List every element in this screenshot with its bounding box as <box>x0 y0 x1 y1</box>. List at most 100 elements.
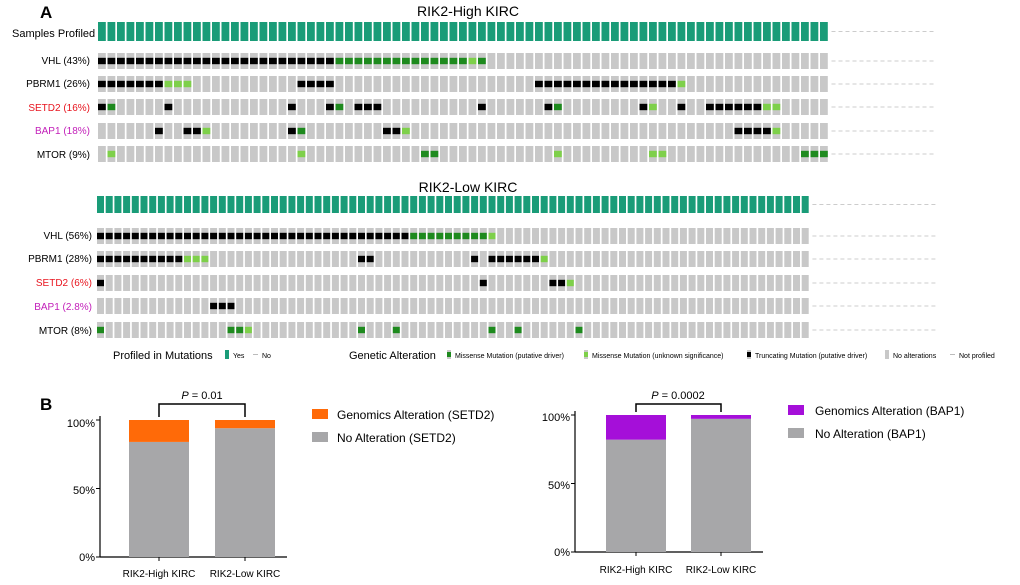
profiled-cell <box>373 22 382 41</box>
truncating-mutation <box>744 127 752 135</box>
profiled-cell <box>253 196 261 213</box>
sample-cell <box>662 251 670 267</box>
missense-driver-mutation <box>297 127 306 135</box>
profiled-cell <box>449 22 458 41</box>
profiled-cell <box>696 22 705 41</box>
profiled-cell <box>775 196 783 213</box>
profiled-cell <box>714 196 722 213</box>
missense-driver-mutation <box>488 326 496 334</box>
sample-cell <box>471 275 479 291</box>
sample-cell <box>307 99 315 115</box>
sample-cell <box>440 76 448 92</box>
sample-cell <box>592 123 600 139</box>
sample-cell <box>126 99 135 115</box>
sample-cell <box>784 322 792 338</box>
profiled-cell <box>753 22 762 41</box>
sample-cell <box>630 123 638 139</box>
legend-profiled-title: Profiled in Mutations <box>113 350 213 362</box>
sample-cell <box>105 298 113 314</box>
sample-cell <box>231 99 239 115</box>
truncating-mutation <box>155 57 163 65</box>
sample-cell <box>696 146 705 162</box>
profiled-cell <box>174 22 182 41</box>
truncating-mutation <box>592 80 600 88</box>
sample-cell <box>326 146 334 162</box>
profiled-cell <box>262 196 270 213</box>
sample-cell <box>740 298 748 314</box>
sample-cell <box>758 275 766 291</box>
truncating-mutation <box>383 127 391 135</box>
truncating-mutation <box>763 127 771 135</box>
truncating-mutation <box>297 80 306 88</box>
truncating-mutation <box>117 80 125 88</box>
sample-cell <box>636 275 644 291</box>
sample-cell <box>671 322 679 338</box>
sample-cell <box>766 275 774 291</box>
sample-cell <box>140 298 148 314</box>
sample-cell <box>514 275 522 291</box>
sample-cell <box>383 76 391 92</box>
profiled-cell <box>184 196 191 213</box>
sample-cell <box>782 146 790 162</box>
xtick-label: RIK2-High KIRC <box>123 569 196 580</box>
sample-cell <box>421 99 429 115</box>
truncating-mutation <box>105 255 113 263</box>
sample-cell <box>497 322 505 338</box>
truncating-mutation <box>210 302 218 310</box>
profiled-cell <box>630 22 638 41</box>
sample-cell <box>575 298 583 314</box>
missense-unknown-mutation <box>772 127 781 135</box>
sample-cell <box>345 146 353 162</box>
sample-cell <box>697 275 705 291</box>
truncating-mutation <box>620 80 629 88</box>
missense-unknown-mutation <box>554 150 562 158</box>
truncating-mutation <box>212 57 220 65</box>
sample-cell <box>611 146 619 162</box>
sample-cell <box>202 76 211 92</box>
sample-cell <box>364 76 372 92</box>
sample-cell <box>218 322 226 338</box>
profiled-cell <box>627 196 635 213</box>
sample-cell <box>575 275 583 291</box>
sample-cell <box>340 322 348 338</box>
profiled-cell <box>307 22 315 41</box>
missense-driver-mutation <box>402 57 410 65</box>
truncating-mutation <box>278 57 287 65</box>
sample-cell <box>627 251 635 267</box>
truncating-mutation <box>630 80 638 88</box>
sample-cell <box>653 251 661 267</box>
sample-cell <box>487 146 496 162</box>
profiled-cell <box>573 22 581 41</box>
sample-cell <box>145 123 154 139</box>
truncating-mutation <box>126 80 135 88</box>
gene-label-high-pbrm1: PBRM1 (26%) <box>26 79 90 90</box>
profiled-cell <box>723 196 731 213</box>
profiled-cell <box>820 22 828 41</box>
sample-cell <box>468 123 477 139</box>
missense-driver-mutation <box>430 150 439 158</box>
profiled-cell <box>340 196 348 213</box>
sample-cell <box>535 99 543 115</box>
legend-no-swatch <box>253 354 258 355</box>
truncating-mutation <box>166 255 174 263</box>
profiled-cell <box>687 22 695 41</box>
sample-cell <box>323 298 331 314</box>
oncoprint-legend: Profiled in Mutations Yes No Genetic Alt… <box>113 350 995 362</box>
truncating-mutation <box>514 255 522 263</box>
profiled-cell <box>471 196 479 213</box>
missense-driver-mutation <box>411 57 420 65</box>
sample-cell <box>784 251 792 267</box>
sample-cell <box>126 146 135 162</box>
sample-cell <box>240 99 249 115</box>
sample-cell <box>677 53 686 69</box>
sample-cell <box>497 228 505 244</box>
sample-cell <box>801 251 809 267</box>
bar-segment <box>215 420 275 429</box>
sample-cell <box>174 99 182 115</box>
truncating-mutation <box>544 80 553 88</box>
ytick-label: 50% <box>548 480 570 492</box>
profiled-cell <box>392 196 400 213</box>
truncating-mutation <box>164 57 173 65</box>
sample-cell <box>262 275 270 291</box>
sample-cell <box>149 298 157 314</box>
